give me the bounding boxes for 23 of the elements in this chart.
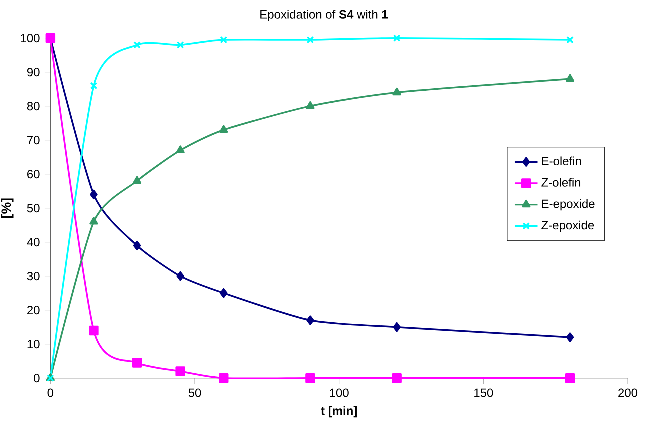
y-tick-label: 40 [27,238,40,247]
x-tick-label: 0 [48,388,54,398]
legend-label: E-olefin [542,156,582,166]
x-tick-label: 50 [188,388,202,398]
y-tick-label: 50 [27,204,40,213]
x-tick-label: 150 [474,388,494,398]
y-tick-label: 90 [27,68,40,77]
y-tick-label: 20 [28,306,40,315]
chart-title: Epoxidation of S4 with 1 [260,10,388,22]
y-tick-label: 10 [28,340,40,349]
x-tick-label: 100 [330,388,349,398]
x-tick-label: 200 [618,388,638,398]
y-tick-label: 70 [28,136,40,145]
y-tick-label: 30 [27,272,40,281]
legend-label: Z-epoxide [542,220,594,232]
y-tick-label: 100 [21,34,40,43]
y-tick-label: 60 [28,170,40,179]
x-axis-title: t [min] [321,406,357,418]
y-tick-label: 80 [27,102,40,111]
legend-label: Z-olefin [542,178,581,187]
y-tick-label: 0 [34,374,40,383]
y-axis-title: [%] [1,198,14,218]
legend-label: E-epoxide [542,199,595,211]
